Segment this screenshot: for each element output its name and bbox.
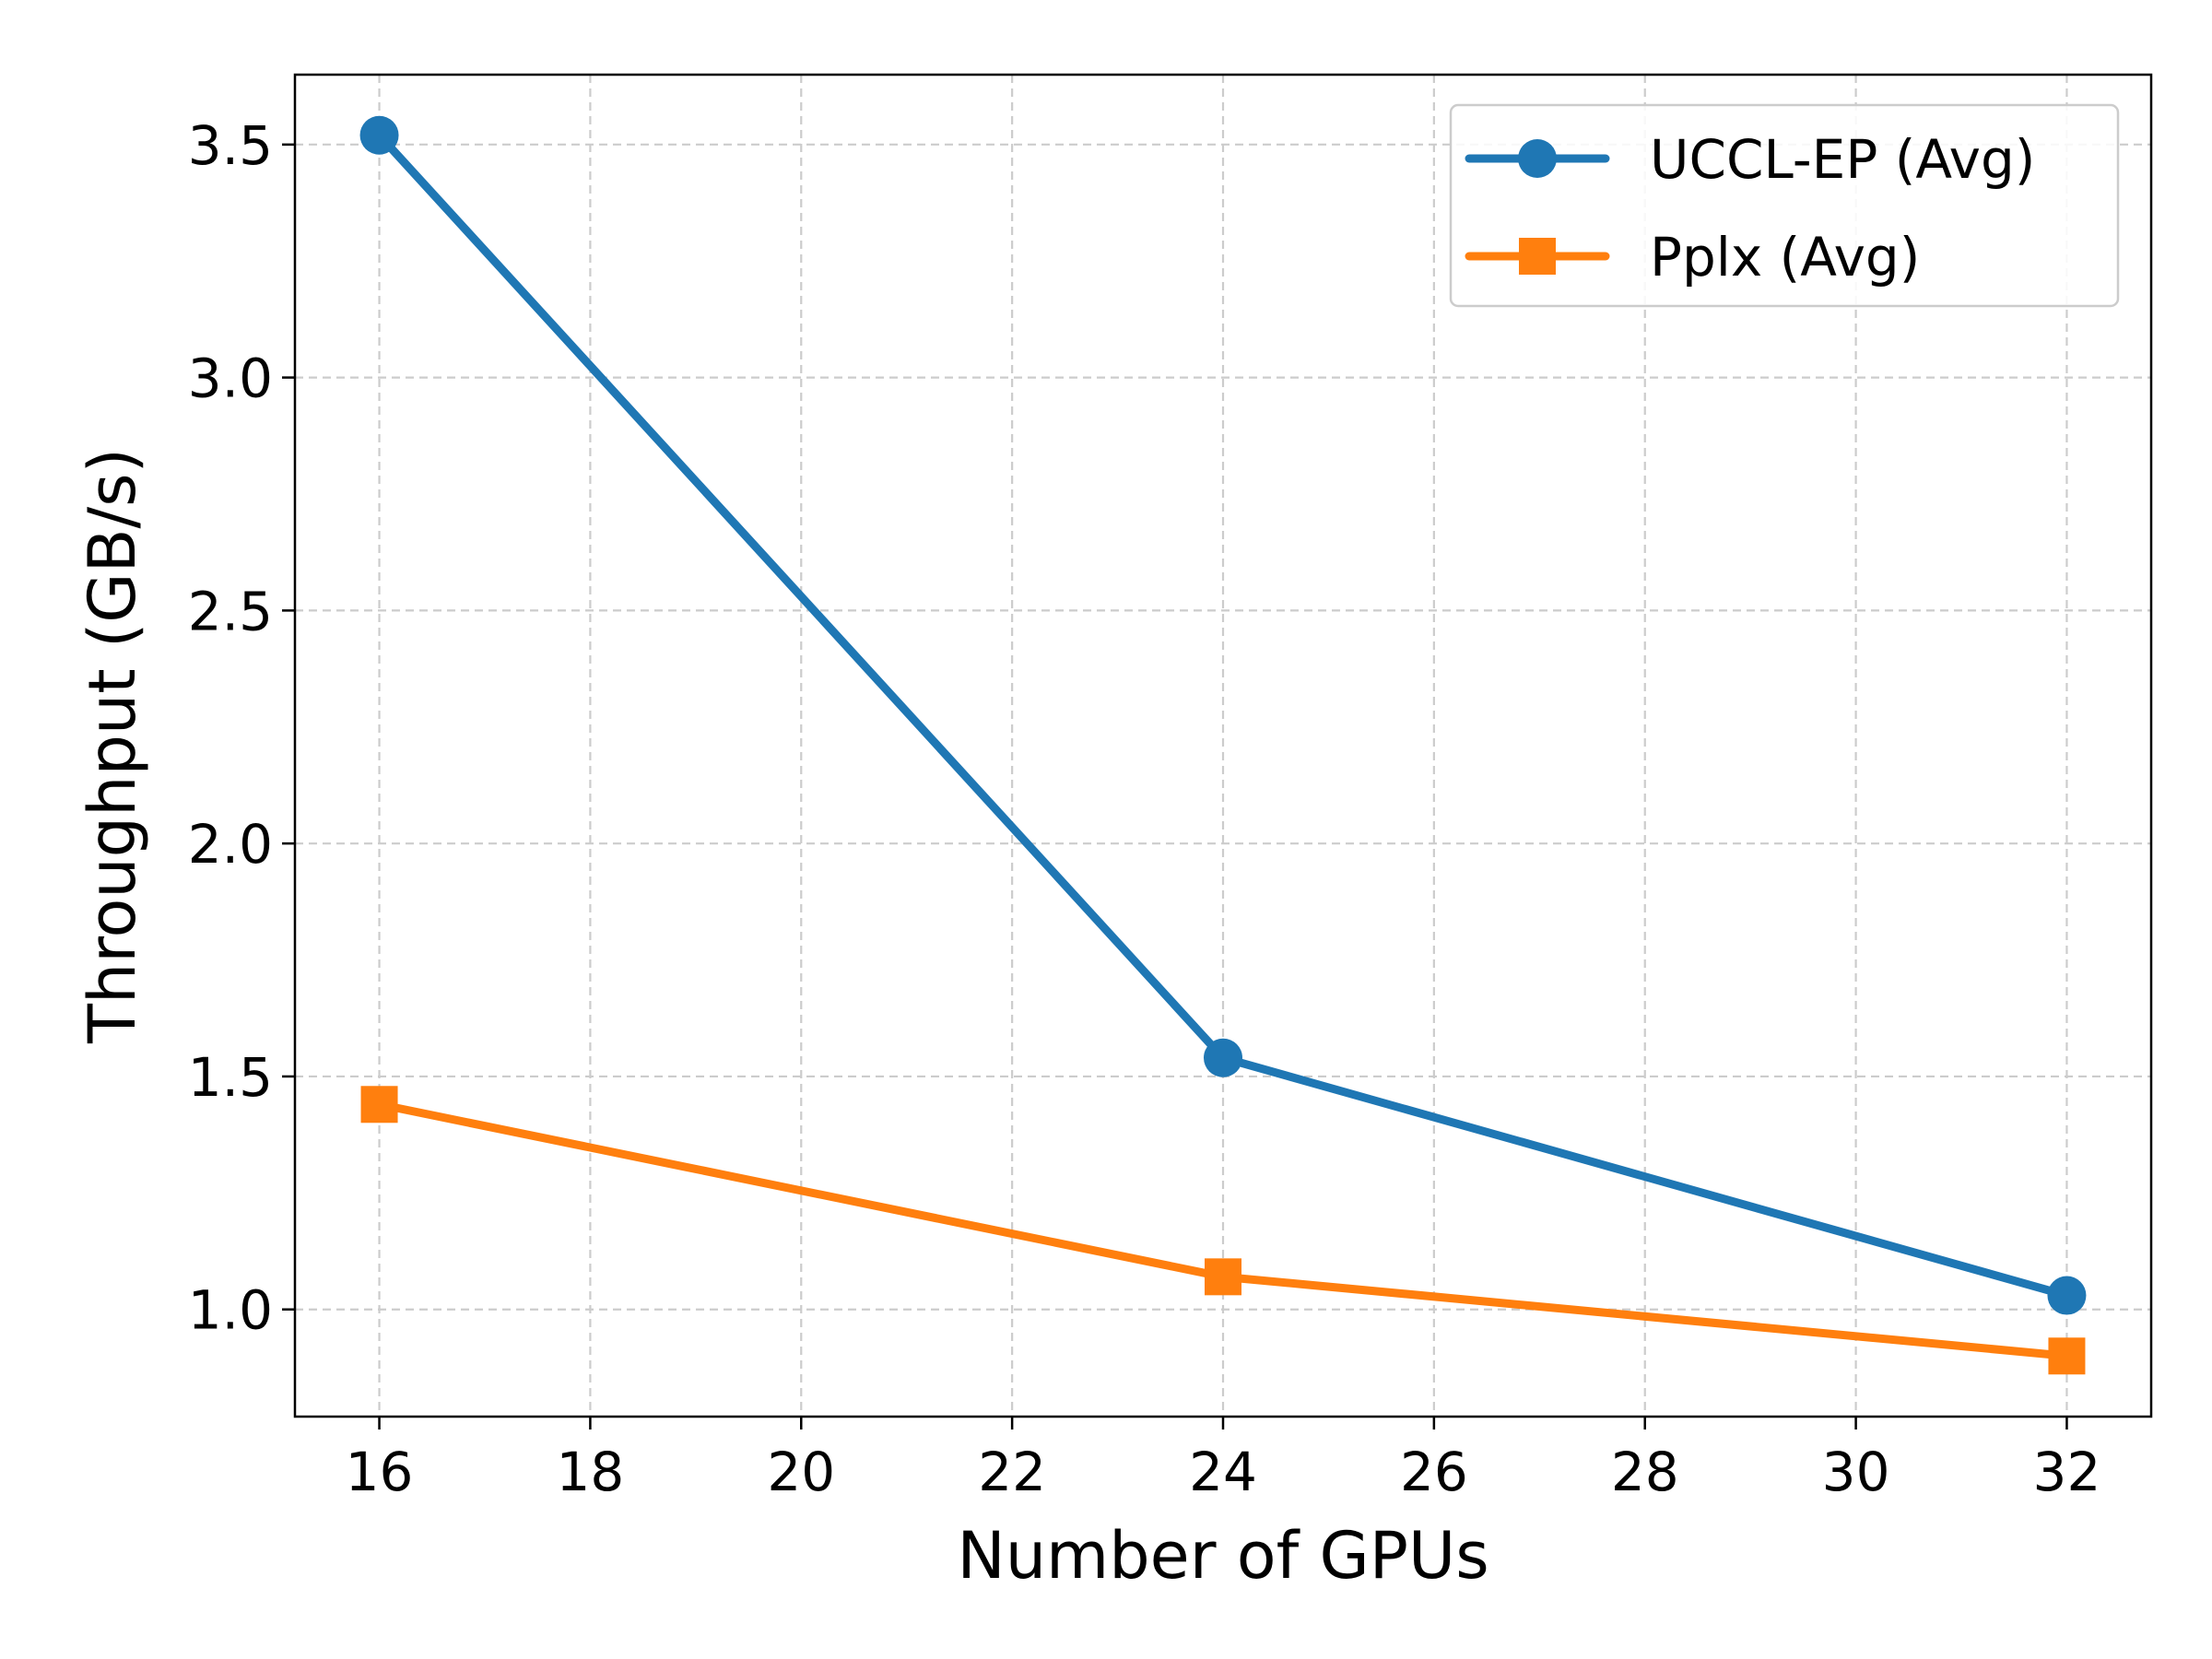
data-point bbox=[2048, 1337, 2086, 1375]
x-axis-title: Number of GPUs bbox=[957, 1518, 1488, 1594]
data-point bbox=[2047, 1276, 2087, 1315]
series-pplx-avg bbox=[360, 1086, 2086, 1375]
legend-entry: UCCL-EP (Avg) bbox=[1465, 128, 2035, 191]
y-tick-label: 3.5 bbox=[188, 114, 273, 177]
x-tick-label: 30 bbox=[1822, 1441, 1890, 1503]
y-tick-label: 3.0 bbox=[188, 347, 273, 410]
data-point bbox=[359, 115, 399, 155]
x-tick-label: 18 bbox=[557, 1441, 625, 1503]
y-tick-label: 1.0 bbox=[188, 1279, 273, 1342]
x-tick-label: 24 bbox=[1189, 1441, 1257, 1503]
x-tick-label: 22 bbox=[978, 1441, 1046, 1503]
y-tick-label: 2.5 bbox=[188, 580, 273, 642]
legend: UCCL-EP (Avg) Pplx (Avg) bbox=[1449, 103, 2120, 308]
legend-marker bbox=[1519, 238, 1556, 275]
x-tick-label: 32 bbox=[2033, 1441, 2101, 1503]
series-uccl-ep-avg bbox=[359, 115, 2087, 1315]
legend-marker bbox=[1518, 139, 1557, 178]
x-axis-ticks: 16 18 20 22 24 26 28 30 32 bbox=[346, 1417, 2101, 1503]
legend-label: Pplx (Avg) bbox=[1650, 226, 1920, 288]
y-axis-title: Throughput (GB/s) bbox=[75, 448, 150, 1044]
x-tick-label: 20 bbox=[767, 1441, 835, 1503]
series-layer bbox=[359, 115, 2087, 1375]
y-axis-ticks: 1.0 1.5 2.0 2.5 3.0 3.5 bbox=[188, 114, 295, 1342]
y-tick-label: 1.5 bbox=[188, 1046, 273, 1109]
x-tick-label: 28 bbox=[1611, 1441, 1679, 1503]
data-point bbox=[360, 1086, 398, 1124]
legend-label: UCCL-EP (Avg) bbox=[1650, 128, 2035, 191]
data-point bbox=[1205, 1258, 1241, 1296]
legend-entry: Pplx (Avg) bbox=[1465, 226, 1920, 288]
x-tick-label: 16 bbox=[346, 1441, 414, 1503]
y-tick-label: 2.0 bbox=[188, 813, 273, 876]
x-tick-label: 26 bbox=[1400, 1441, 1468, 1503]
legend-frame bbox=[1449, 103, 2120, 308]
data-point bbox=[1204, 1038, 1242, 1077]
